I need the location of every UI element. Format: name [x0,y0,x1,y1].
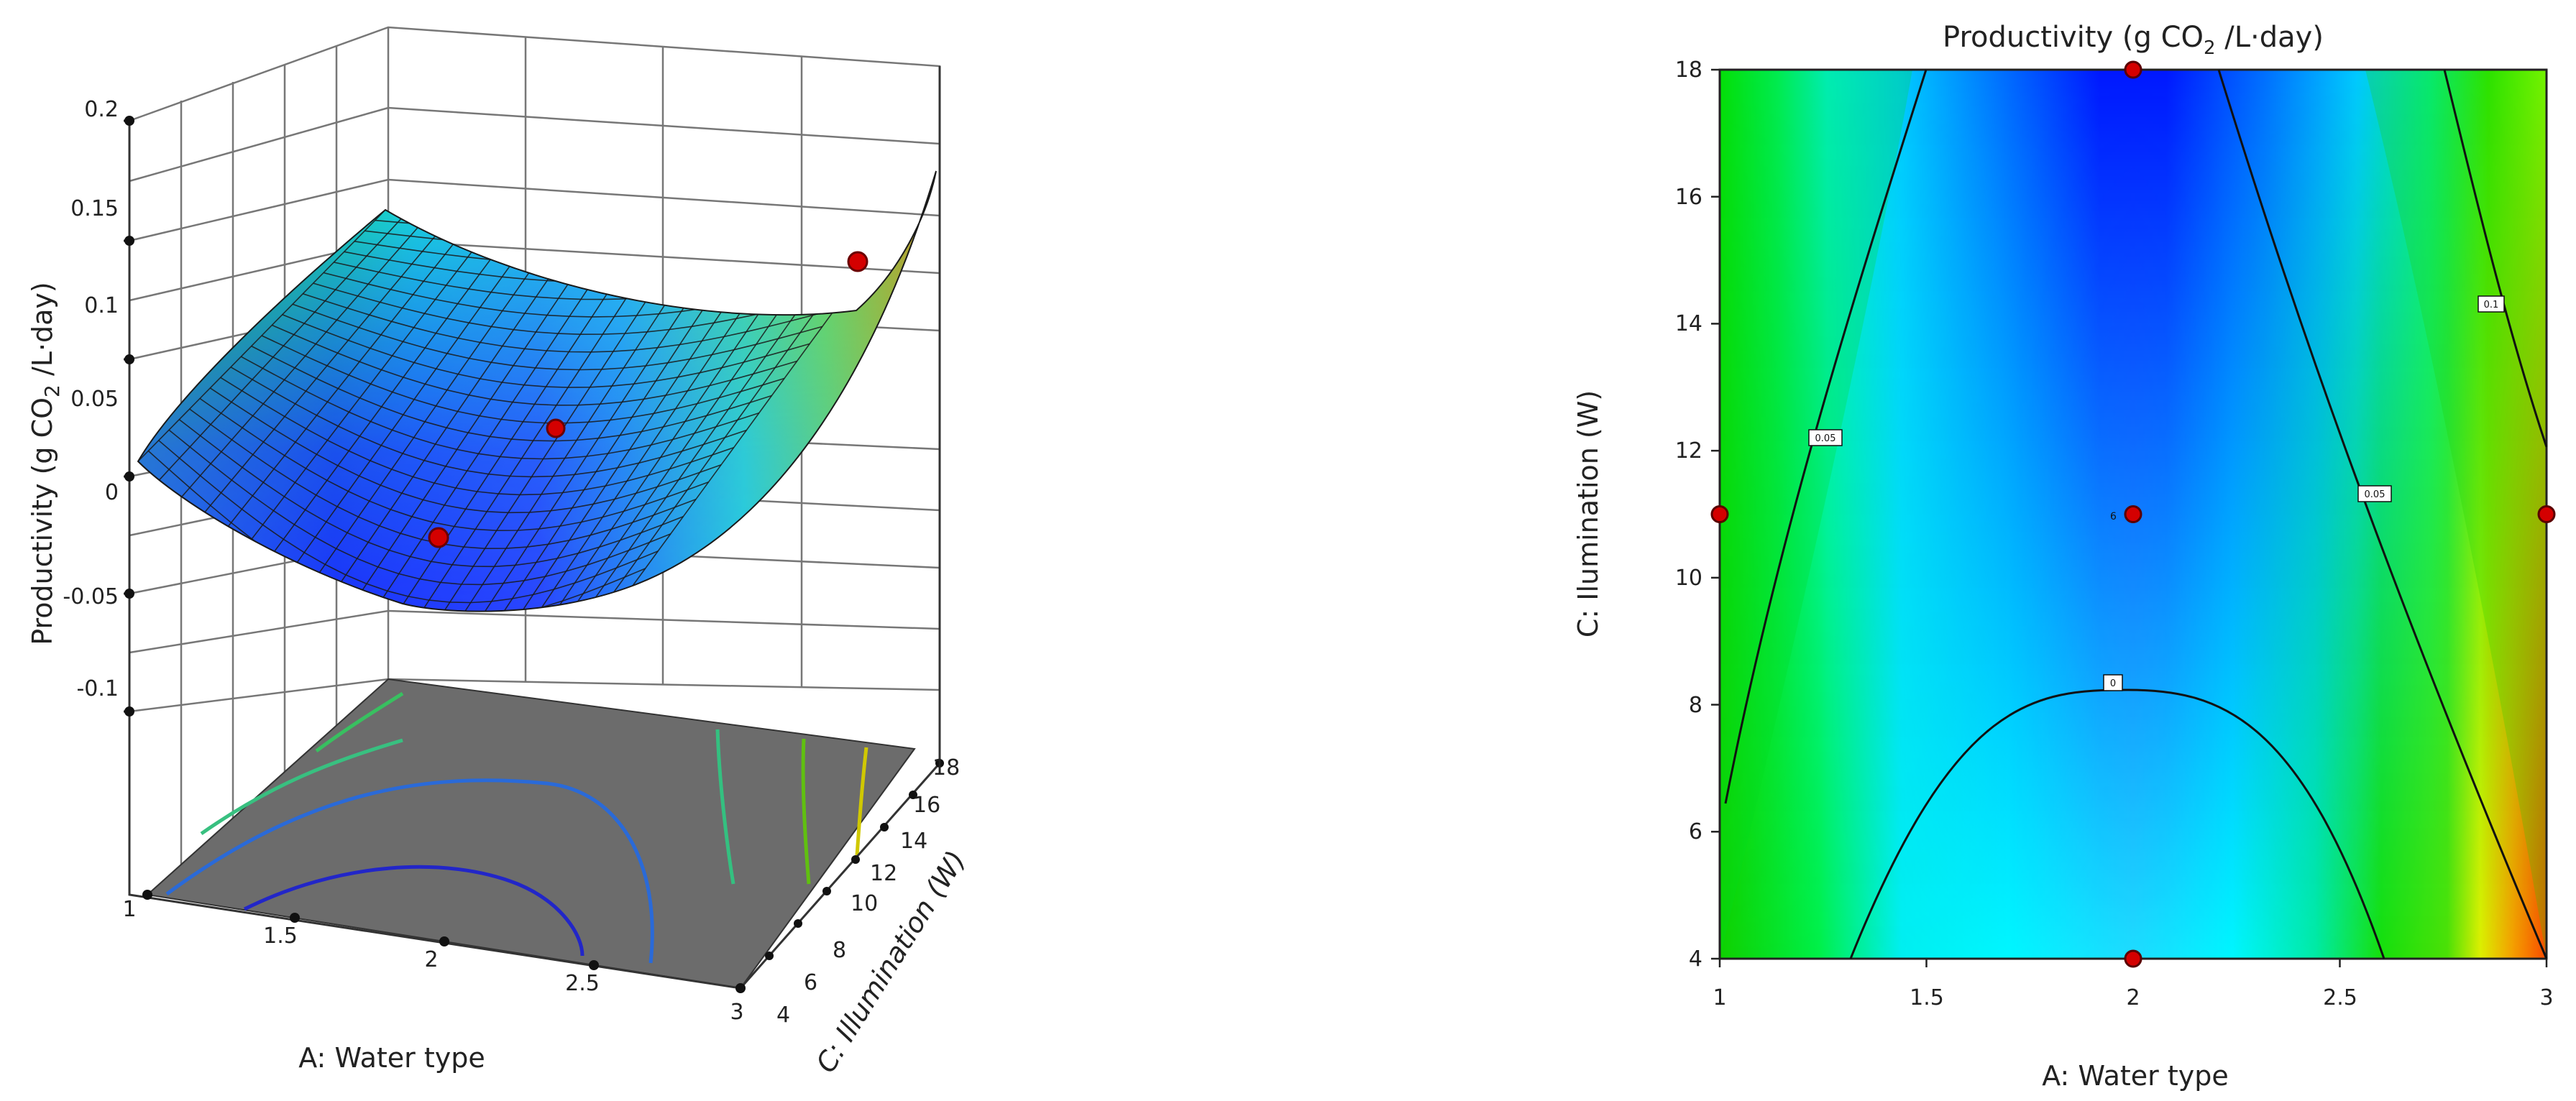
y-tick-label: 16 [1675,185,1702,210]
design-point [2124,505,2142,523]
contour-y-tick-labels: 4 6 8 10 12 14 16 18 [1675,57,1702,972]
y-axis-ticks: 4 6 8 10 12 14 16 18 [736,755,960,1028]
contour-label: 0.05 [1815,433,1836,444]
y-tick-label: 6 [1689,819,1702,844]
design-point [2537,505,2556,523]
design-point [2124,949,2142,968]
contour-line-01 [2443,69,2548,448]
surface-mesh-line [385,171,936,216]
y-tick-label: 18 [1675,57,1702,83]
z-tick-label: 0 [105,480,119,505]
x-axis-label: A: Water type [2042,1060,2229,1092]
contour-labels: 0.05 0.05 0.1 0 [1808,295,2505,691]
x-tick-label: 1 [122,897,136,922]
x-tick-label: 2.5 [565,971,600,996]
y-tick-label: 4 [776,1003,790,1028]
design-point [546,418,566,438]
contour-plot: Productivity (g CO2 /L·day) 0.05 0.05 0.… [1572,21,2556,1092]
contour-line-005-right [2217,69,2548,959]
contour-label: 0.05 [2365,489,2385,500]
x-tick-label: 2 [424,947,438,972]
y-tick-label: 8 [833,938,846,963]
z-tick-label: 0.05 [70,387,119,412]
center-point-count: 6 [2110,511,2117,522]
z-tick-label: -0.1 [76,676,119,701]
design-point [1710,505,1729,523]
z-tick-label: 0.15 [70,196,119,221]
box-edges [128,66,941,990]
design-point [2124,60,2142,79]
contour-ticks [1711,68,2548,967]
y-tick-label: 6 [804,970,817,995]
response-surface [138,171,936,612]
contour-label: 0.1 [2484,300,2499,310]
y-axis-label: C: Ilumination (W) [1572,390,1604,637]
design-point [847,251,868,272]
x-tick-label: 1.5 [263,923,298,949]
x-tick-label: 3 [2539,985,2553,1010]
x-tick-label: 1 [1713,985,1726,1010]
y-tick-label: 16 [913,793,940,818]
z-tick-label: -0.05 [63,584,119,609]
x-tick-label: 2.5 [2323,985,2357,1010]
floor-contours [165,691,868,964]
y-tick-label: 18 [932,755,960,780]
y-tick-label: 10 [1675,566,1702,591]
y-tick-label: 8 [1689,693,1702,718]
z-tick-label: 0.2 [84,97,119,122]
z-axis-ticks: 0.2 0.15 0.1 0.05 0 -0.05 -0.1 [63,97,134,717]
x-tick-label: 3 [730,1000,743,1025]
contour-label: 0 [2110,678,2116,689]
z-tick-label: 0.1 [84,293,119,318]
design-point [428,527,449,548]
x-tick-label: 1.5 [1910,985,1944,1010]
x-axis-label: A: Water type [298,1042,485,1074]
y-tick-label: 14 [900,829,927,854]
y-tick-label: 12 [870,861,897,886]
z-axis-label: Productivity (g CO2 /L·day) [27,282,64,645]
x-tick-label: 2 [2126,985,2140,1010]
y-tick-label: 14 [1675,311,1702,336]
contour-title: Productivity (g CO2 /L·day) [1943,21,2324,59]
y-tick-label: 12 [1675,438,1702,464]
surface-plot: 0.2 0.15 0.1 0.05 0 -0.05 -0.1 Productiv… [27,26,972,1078]
contour-x-tick-labels: 1 1.5 2 2.5 3 [1713,985,2553,1010]
y-tick-label: 10 [851,891,878,916]
y-tick-label: 4 [1689,946,1702,972]
contour-line-0 [1849,688,2385,959]
contour-design-points [1710,60,2556,968]
